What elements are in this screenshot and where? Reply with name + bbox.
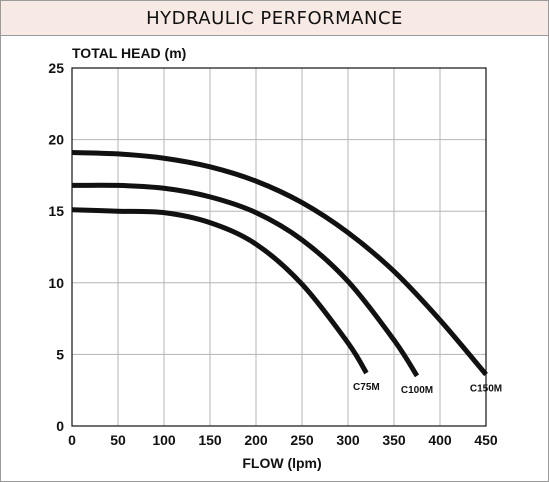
y-tick-label: 0 xyxy=(56,418,64,434)
x-tick-label: 0 xyxy=(68,432,76,448)
grid xyxy=(71,67,487,427)
performance-curves xyxy=(71,149,488,378)
x-tick-label: 350 xyxy=(382,432,406,448)
series-label-c150m: C150M xyxy=(470,383,502,394)
x-tick-label: 150 xyxy=(198,432,222,448)
x-tick-label: 100 xyxy=(152,432,176,448)
x-tick-label: 200 xyxy=(244,432,268,448)
x-tick-label: 450 xyxy=(474,432,498,448)
curve-c75m xyxy=(71,207,369,375)
x-tick-label: 50 xyxy=(110,432,126,448)
x-tick-label: 400 xyxy=(428,432,452,448)
x-tick-label: 300 xyxy=(336,432,360,448)
x-axis-label: FLOW (lpm) xyxy=(242,455,321,471)
title-banner: HYDRAULIC PERFORMANCE xyxy=(1,1,548,36)
curve-c150m xyxy=(71,149,488,377)
series-label-c75m: C75M xyxy=(353,382,380,393)
curve-c100m xyxy=(71,182,420,378)
series-label-c100m: C100M xyxy=(401,385,433,396)
y-tick-label: 25 xyxy=(48,60,64,76)
y-tick-label: 10 xyxy=(48,275,64,291)
y-tick-label: 15 xyxy=(48,203,64,219)
y-tick-label: 5 xyxy=(56,346,64,362)
chart-title: HYDRAULIC PERFORMANCE xyxy=(146,7,403,29)
y-axis-label: TOTAL HEAD (m) xyxy=(72,45,186,61)
x-tick-label: 250 xyxy=(290,432,314,448)
series-labels: C75M C100M C150M xyxy=(353,382,502,396)
y-tick-label: 20 xyxy=(48,132,64,148)
tick-labels: 0 50 100 150 200 250 300 350 400 450 0 5 10 15 20 25 xyxy=(48,60,497,448)
plot-border xyxy=(71,67,487,427)
